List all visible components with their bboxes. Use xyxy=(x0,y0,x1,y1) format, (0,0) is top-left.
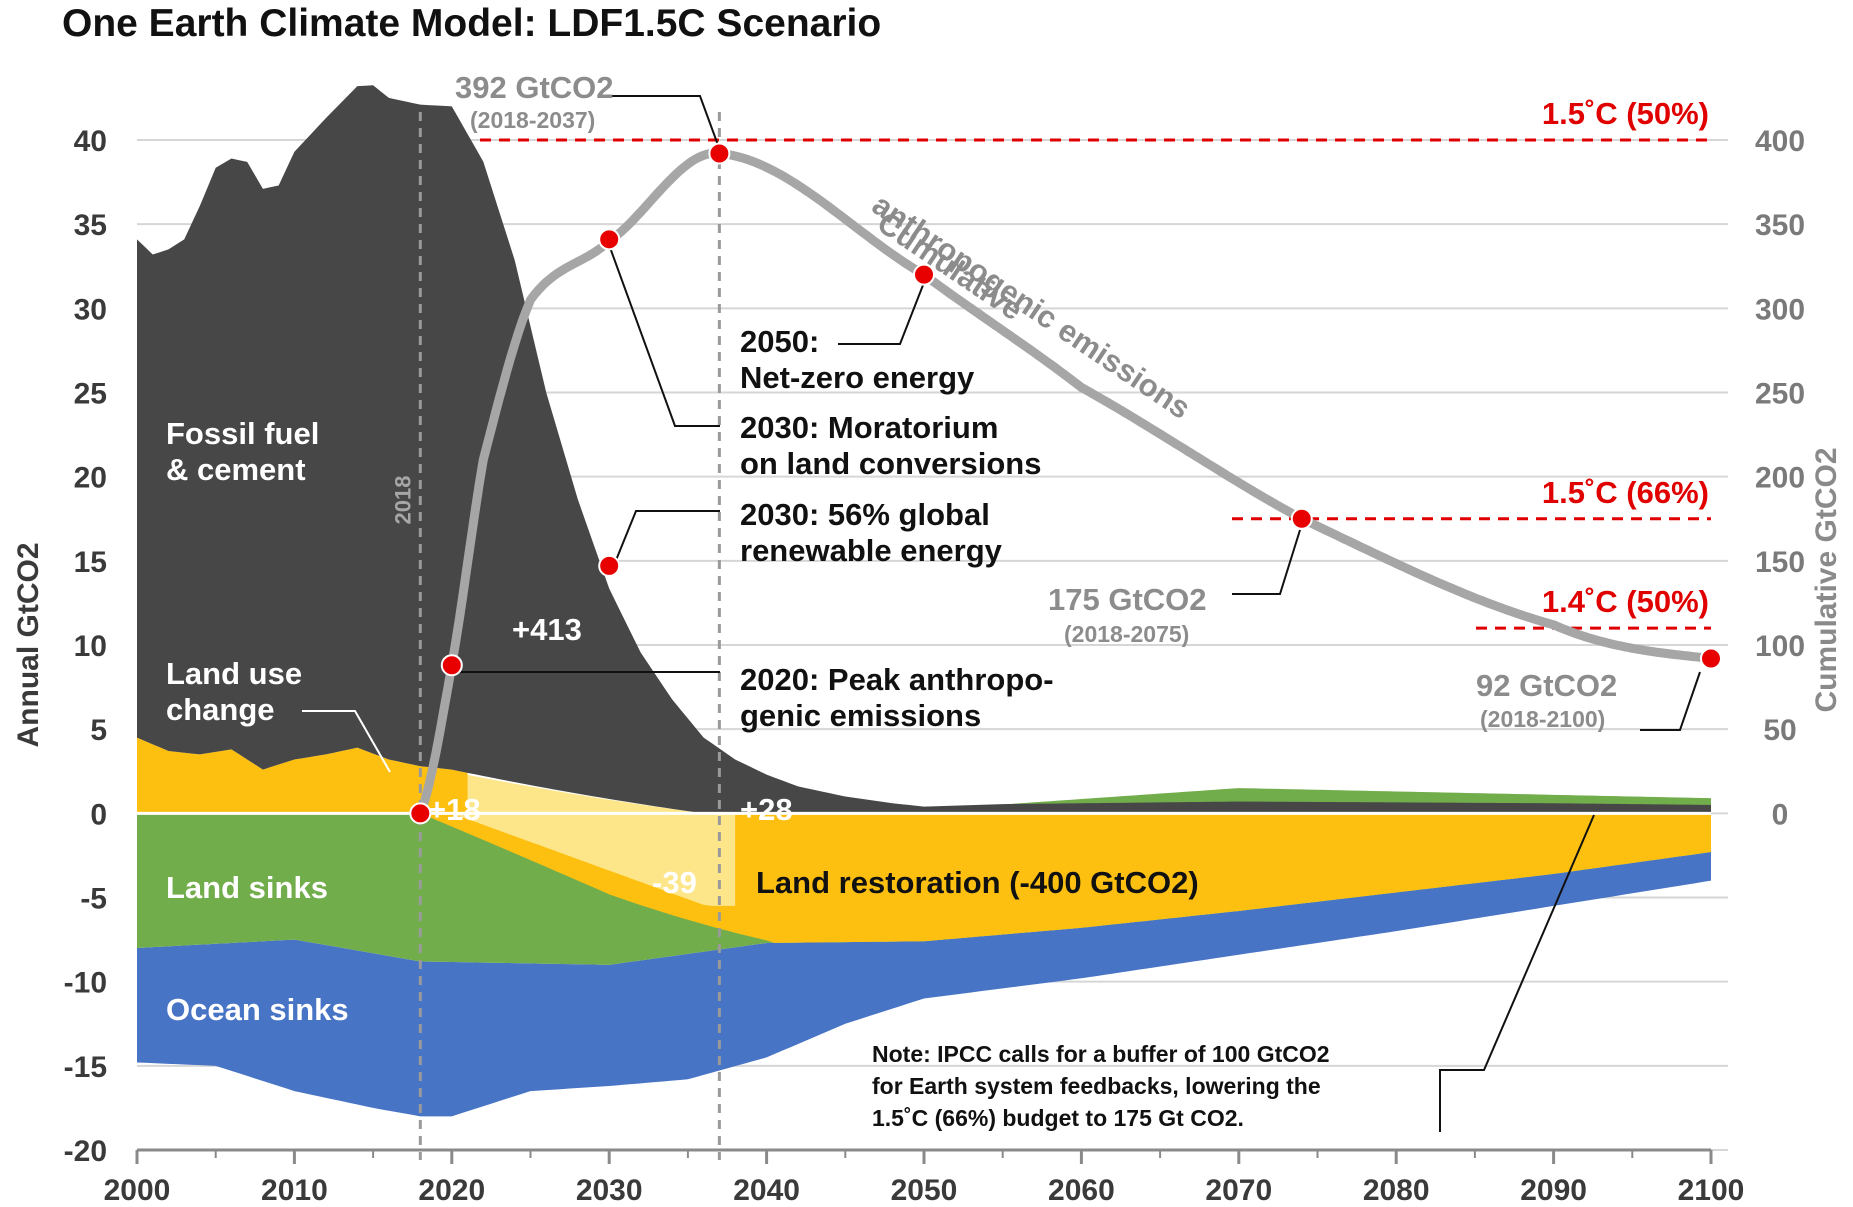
ytick-left-label: 10 xyxy=(74,630,107,663)
label-peak-value: 392 GtCO2 xyxy=(455,70,614,105)
marker-point xyxy=(598,554,621,577)
leader-renewable xyxy=(609,510,720,576)
xtick-label: 2060 xyxy=(1048,1174,1115,1207)
label-minus39: -39 xyxy=(652,865,697,900)
xtick-label: 2080 xyxy=(1363,1174,1430,1207)
label-peak-range: (2018-2037) xyxy=(470,107,595,133)
ytick-right-label: 150 xyxy=(1755,546,1805,579)
marker-point xyxy=(1290,507,1313,530)
label-land-restoration: Land restoration (-400 GtCO2) xyxy=(756,865,1199,900)
label-end-range: (2018-2100) xyxy=(1480,706,1605,732)
leader-note xyxy=(1439,814,1595,1132)
ytick-right-label: 200 xyxy=(1755,462,1805,495)
label-fossil-1: Fossil fuel xyxy=(166,416,319,451)
ytick-left-label: 5 xyxy=(90,714,107,747)
ytick-right-label: 250 xyxy=(1755,378,1805,411)
threshold-label: 1.5˚C (66%) xyxy=(1542,475,1709,510)
xtick-label: 2070 xyxy=(1205,1174,1272,1207)
ytick-left-label: 15 xyxy=(74,546,107,579)
cumulative-layer xyxy=(415,148,1716,818)
label-ocean-sinks: Ocean sinks xyxy=(166,992,349,1027)
ytick-right-label: 350 xyxy=(1755,209,1805,242)
note-line-1: Note: IPCC calls for a buffer of 100 GtC… xyxy=(872,1041,1330,1067)
leader-land-use xyxy=(302,710,391,773)
label-plus413: +413 xyxy=(512,612,582,647)
label-land-use-1: Land use xyxy=(166,656,302,691)
label-peak-emissions-2: genic emissions xyxy=(740,698,981,733)
ytick-left-label: -10 xyxy=(64,967,107,1000)
marker-point xyxy=(409,802,432,825)
vline-label: 2018 xyxy=(390,476,415,525)
reference-lines: 2018 1.5˚C (50%) 1.5˚C (66%) 1.4˚C (50%) xyxy=(390,96,1711,1160)
xtick-label: 2050 xyxy=(891,1174,958,1207)
note-line-2: for Earth system feedbacks, lowering the xyxy=(872,1073,1321,1099)
leader-92 xyxy=(1640,671,1701,731)
marker-layer xyxy=(409,142,1722,825)
ytick-left-label: -20 xyxy=(64,1135,107,1168)
marker-point xyxy=(598,228,621,251)
xtick-label: 2090 xyxy=(1520,1174,1587,1207)
label-2050-1: 2050: xyxy=(740,324,819,359)
area-fossil-fuel xyxy=(137,85,1711,814)
label-renewable-2: renewable energy xyxy=(740,533,1003,568)
marker-point xyxy=(440,654,463,677)
label-2050-2: Net-zero energy xyxy=(740,360,975,395)
ytick-left-label: 0 xyxy=(90,798,107,831)
label-land-use-2: change xyxy=(166,692,275,727)
ytick-right-label: 300 xyxy=(1755,293,1805,326)
note-line-3: 1.5˚C (66%) budget to 175 Gt CO2. xyxy=(872,1105,1244,1131)
label-renewable-1: 2030: 56% global xyxy=(740,497,990,532)
leader-peak xyxy=(605,95,723,157)
label-moratorium-2: on land conversions xyxy=(740,446,1041,481)
ytick-left-label: 40 xyxy=(74,125,107,158)
ytick-left-label: 20 xyxy=(74,462,107,495)
ytick-right-label: 400 xyxy=(1755,125,1805,158)
chart-title: One Earth Climate Model: LDF1.5C Scenari… xyxy=(62,2,882,45)
label-peak-emissions-1: 2020: Peak anthropo- xyxy=(740,662,1054,697)
ytick-right-label: 100 xyxy=(1755,630,1805,663)
label-moratorium-1: 2030: Moratorium xyxy=(740,410,998,445)
leader-moratorium xyxy=(607,241,720,427)
ytick-left-label: -5 xyxy=(80,883,107,916)
area-layer xyxy=(137,85,1711,1117)
leader-175 xyxy=(1232,529,1301,595)
ytick-left-label: -15 xyxy=(64,1051,107,1084)
label-end-value: 92 GtCO2 xyxy=(1476,668,1617,703)
xtick-label: 2000 xyxy=(104,1174,171,1207)
area-land-use-change xyxy=(137,737,468,814)
label-fossil-2: & cement xyxy=(166,452,306,487)
label-mid-value: 175 GtCO2 xyxy=(1048,582,1207,617)
xtick-label: 2020 xyxy=(418,1174,485,1207)
axes: 4035302520151050-5-10-15-204003503002502… xyxy=(12,125,1843,1207)
threshold-label: 1.4˚C (50%) xyxy=(1542,584,1709,619)
leader-lines xyxy=(302,95,1701,1132)
area-land-use-taper xyxy=(420,768,736,906)
area-ocean-sinks xyxy=(137,852,1711,1117)
xtick-label: 2010 xyxy=(261,1174,328,1207)
xtick-label: 2040 xyxy=(733,1174,800,1207)
xtick-label: 2030 xyxy=(576,1174,643,1207)
leader-2050 xyxy=(838,279,926,345)
area-land-restoration xyxy=(420,813,1711,943)
label-land-sinks: Land sinks xyxy=(166,870,328,905)
ytick-right-label: 0 xyxy=(1772,798,1789,831)
ytick-right-label: 50 xyxy=(1763,714,1796,747)
label-mid-range: (2018-2075) xyxy=(1064,621,1189,647)
threshold-label: 1.5˚C (50%) xyxy=(1542,96,1709,131)
xtick-label: 2100 xyxy=(1678,1174,1745,1207)
ytick-left-label: 30 xyxy=(74,293,107,326)
cumulative-emissions-line xyxy=(415,148,1716,818)
y-axis-right-title: Cumulative GtCO2 xyxy=(1810,447,1843,712)
y-axis-left-title: Annual GtCO2 xyxy=(12,542,45,747)
marker-point xyxy=(708,142,731,165)
marker-point xyxy=(1700,647,1722,670)
label-plus18: +18 xyxy=(428,792,481,827)
ytick-left-label: 25 xyxy=(74,378,107,411)
label-plus28: +28 xyxy=(740,792,793,827)
marker-point xyxy=(913,263,935,286)
ytick-left-label: 35 xyxy=(74,209,107,242)
